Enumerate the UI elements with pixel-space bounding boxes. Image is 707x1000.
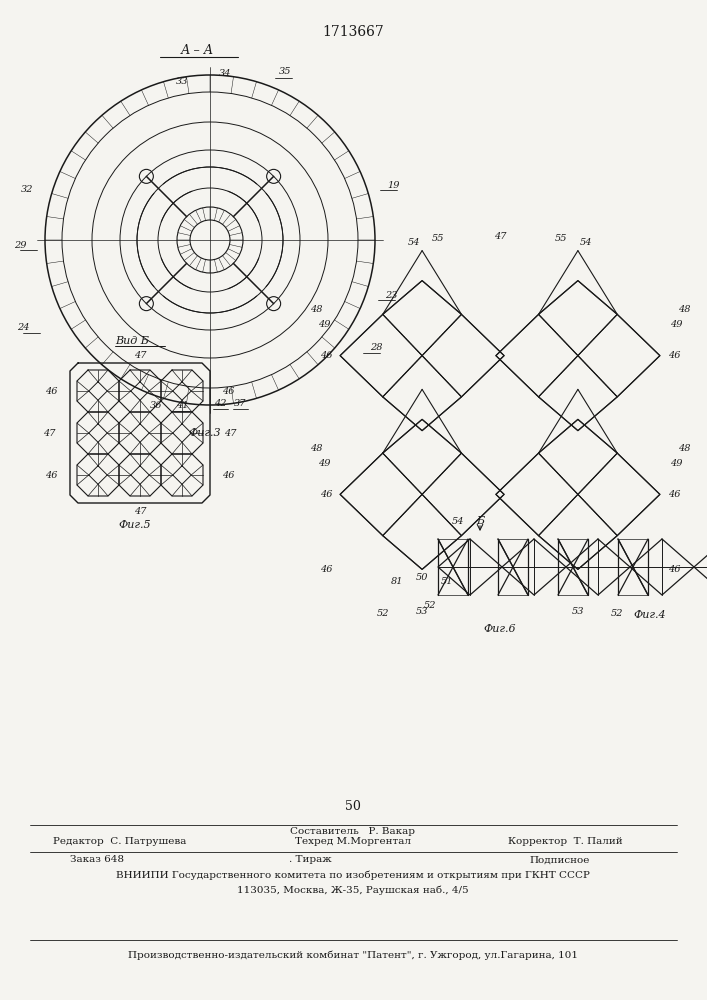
Text: Б: Б (476, 516, 484, 526)
Text: . Тираж: . Тираж (288, 856, 332, 864)
Text: Фиг.6: Фиг.6 (484, 624, 516, 634)
Text: Редактор  С. Патрушева: Редактор С. Патрушева (53, 838, 187, 846)
Text: А – А: А – А (180, 43, 214, 56)
Text: 47: 47 (224, 428, 237, 438)
Text: 46: 46 (222, 386, 235, 395)
Text: 37: 37 (234, 399, 246, 408)
Text: 29: 29 (15, 240, 27, 249)
Text: 48: 48 (310, 444, 322, 453)
Text: 28: 28 (370, 344, 382, 353)
Text: 34: 34 (218, 70, 231, 79)
Text: 81: 81 (391, 577, 404, 586)
Text: 47: 47 (134, 351, 146, 360)
Text: Техред М.Моргентал: Техред М.Моргентал (295, 838, 411, 846)
Text: 54: 54 (408, 238, 420, 247)
Text: 52: 52 (423, 600, 436, 609)
Text: Заказ 648: Заказ 648 (70, 856, 124, 864)
Text: 49: 49 (670, 320, 682, 329)
Text: Подписное: Подписное (530, 856, 590, 864)
Text: 48: 48 (678, 444, 691, 453)
Text: 19: 19 (387, 180, 399, 190)
Text: 53: 53 (416, 607, 428, 616)
Text: Корректор  Т. Палий: Корректор Т. Палий (508, 838, 622, 846)
Text: 46: 46 (45, 386, 58, 395)
Text: 35: 35 (279, 68, 291, 77)
Text: 54: 54 (580, 238, 592, 247)
Text: 55: 55 (555, 234, 568, 243)
Text: 46: 46 (320, 351, 332, 360)
Text: 42: 42 (214, 399, 226, 408)
Text: Фиг.3: Фиг.3 (189, 428, 221, 438)
Text: Фиг.4: Фиг.4 (633, 610, 666, 620)
Text: 52: 52 (377, 609, 389, 618)
Text: 49: 49 (317, 459, 330, 468)
Text: Вид Б: Вид Б (115, 336, 149, 346)
Text: 46: 46 (45, 471, 58, 480)
Text: 47: 47 (134, 506, 146, 516)
Text: 51: 51 (440, 577, 453, 586)
Text: 54: 54 (452, 516, 464, 526)
Text: Производственно-издательский комбинат "Патент", г. Ужгород, ул.Гагарина, 101: Производственно-издательский комбинат "П… (128, 950, 578, 960)
Text: 48: 48 (678, 305, 691, 314)
Text: 113035, Москва, Ж-35, Раушская наб., 4/5: 113035, Москва, Ж-35, Раушская наб., 4/5 (237, 885, 469, 895)
Text: 46: 46 (222, 471, 235, 480)
Text: 46: 46 (668, 490, 680, 499)
Text: 49: 49 (670, 459, 682, 468)
Text: 48: 48 (310, 305, 322, 314)
Text: 46: 46 (320, 490, 332, 499)
Text: 47: 47 (493, 232, 506, 241)
Text: 36: 36 (149, 401, 162, 410)
Text: 32: 32 (21, 186, 33, 194)
Text: 55: 55 (432, 234, 445, 243)
Text: ВНИИПИ Государственного комитета по изобретениям и открытиям при ГКНТ СССР: ВНИИПИ Государственного комитета по изоб… (116, 870, 590, 880)
Text: 46: 46 (668, 565, 680, 574)
Text: 46: 46 (668, 351, 680, 360)
Text: 1713667: 1713667 (322, 25, 384, 39)
Text: 52: 52 (611, 609, 624, 618)
Text: Фиг.5: Фиг.5 (119, 520, 151, 530)
Text: 50: 50 (416, 573, 428, 582)
Text: 49: 49 (317, 320, 330, 329)
Text: Составитель   Р. Вакар: Составитель Р. Вакар (291, 828, 416, 836)
Text: 23: 23 (385, 290, 397, 300)
Text: 41: 41 (176, 401, 188, 410)
Text: 46: 46 (320, 565, 332, 574)
Text: 53: 53 (572, 607, 584, 616)
Text: 33: 33 (175, 78, 188, 87)
Text: 47: 47 (44, 428, 56, 438)
Text: 50: 50 (345, 800, 361, 814)
Text: 24: 24 (18, 324, 30, 332)
